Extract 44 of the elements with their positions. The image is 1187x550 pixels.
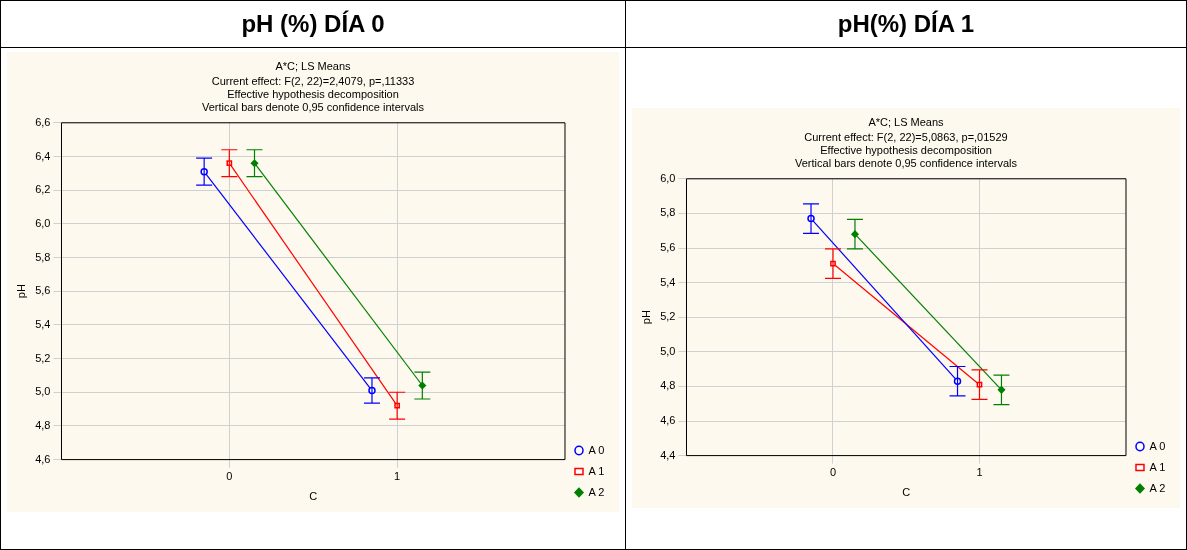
text: Vertical bars denote 0,95 confidence intervals <box>202 101 425 114</box>
y-tick-label: 5,2 <box>660 310 676 323</box>
y-tick-label: 5,8 <box>660 206 676 219</box>
text: Current effect: F(2, 22)=2,4079, p=,11333 <box>211 74 415 87</box>
chart-title: pH (%) DÍA 0 <box>0 0 626 48</box>
x-tick-label: 0 <box>226 470 233 483</box>
x-axis-title: C <box>309 490 318 503</box>
legend-label: A 1 <box>1149 460 1166 473</box>
y-tick-label: 6,0 <box>660 171 676 184</box>
x-tick-label: 1 <box>976 466 983 479</box>
y-tick-label: 4,4 <box>660 448 676 461</box>
x-tick-label: 0 <box>829 466 837 479</box>
legend-label: A 1 <box>588 464 605 477</box>
y-tick-label: 6,2 <box>35 183 51 196</box>
y-tick-label: 4,6 <box>35 452 51 465</box>
y-tick-label: 5,4 <box>660 275 676 288</box>
y-tick-label: 5,6 <box>35 284 51 297</box>
y-axis-title: pH <box>14 284 27 299</box>
y-tick-label: 4,8 <box>660 379 676 392</box>
legend-label: A 0 <box>1149 439 1166 452</box>
y-tick-label: 5,4 <box>35 317 51 330</box>
x-tick-label: 1 <box>394 470 401 483</box>
text: Vertical bars denote 0,95 confidence intervals <box>795 157 1018 170</box>
y-axis-title: pH <box>639 310 652 325</box>
y-tick-label: 5,8 <box>35 250 51 263</box>
y-tick-label: 5,0 <box>660 344 676 357</box>
text: Effective hypothesis decomposition <box>820 144 992 157</box>
text: Effective hypothesis decomposition <box>227 88 399 101</box>
y-tick-label: 5,6 <box>660 241 676 254</box>
y-tick-label: 5,0 <box>35 385 51 398</box>
chart-title: pH(%) DÍA 1 <box>625 0 1187 48</box>
y-tick-label: 5,2 <box>35 351 51 364</box>
chart-subtitle: A*C; LS Means <box>868 115 945 128</box>
chart-subtitle: A*C; LS Means <box>275 59 352 72</box>
legend-label: A 2 <box>588 485 605 498</box>
y-tick-label: 4,8 <box>35 418 51 431</box>
x-axis-title: C <box>902 486 911 499</box>
y-tick-label: 4,6 <box>660 414 676 427</box>
legend-label: A 0 <box>588 443 605 456</box>
y-tick-label: 6,6 <box>35 115 51 128</box>
y-tick-label: 6,4 <box>35 149 51 162</box>
y-tick-label: 6,0 <box>35 216 51 229</box>
text: Current effect: F(2, 22)=5,0863, p=,01529 <box>804 130 1008 143</box>
legend-label: A 2 <box>1149 481 1166 494</box>
